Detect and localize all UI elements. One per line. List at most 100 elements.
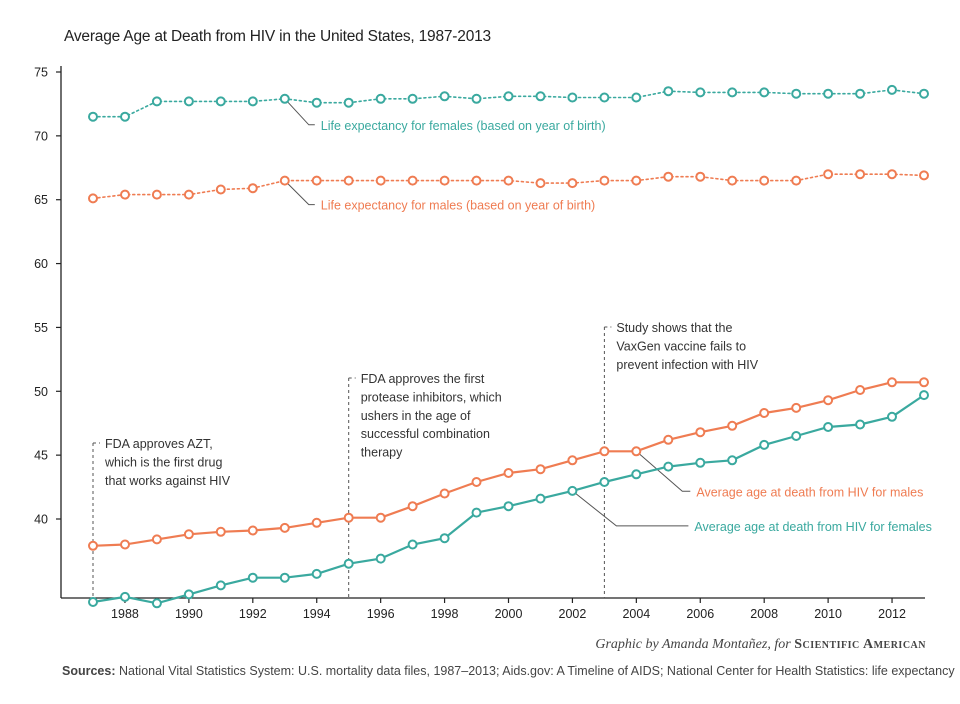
event-annotation-text: prevent infection with HIV — [616, 358, 758, 372]
x-tick-label: 2012 — [878, 607, 906, 621]
data-point — [919, 88, 929, 99]
data-point — [439, 175, 450, 186]
data-point — [279, 175, 290, 186]
data-point — [599, 446, 610, 457]
event-annotation-text: FDA approves the first — [361, 372, 485, 386]
data-point — [631, 175, 642, 186]
data-point — [887, 84, 897, 95]
credit-author: Graphic by Amanda Montañez, for — [595, 637, 795, 652]
data-point — [151, 189, 162, 200]
data-point — [663, 171, 674, 182]
y-tick-label: 55 — [34, 321, 48, 335]
data-point — [727, 455, 738, 466]
event-annotation-text: therapy — [361, 446, 403, 460]
sources-text: National Vital Statistics System: U.S. m… — [115, 664, 955, 678]
x-tick-label: 2000 — [495, 607, 523, 621]
data-point — [791, 88, 802, 99]
data-point — [855, 88, 866, 99]
data-point — [183, 589, 194, 600]
data-point — [663, 86, 674, 97]
data-point — [823, 422, 834, 432]
series-label-leaders — [284, 98, 691, 527]
data-point — [855, 419, 866, 430]
data-point — [919, 390, 929, 401]
data-point — [663, 461, 674, 472]
label-leader-line — [284, 180, 315, 206]
data-point — [823, 88, 834, 99]
y-tick-label: 50 — [34, 385, 48, 399]
data-point — [695, 171, 706, 182]
y-tick-label: 60 — [34, 257, 48, 271]
data-point — [791, 175, 802, 186]
data-point — [183, 529, 194, 540]
series-labels: Life expectancy for females (based on ye… — [321, 119, 932, 534]
series-le_male — [88, 169, 929, 204]
data-point — [375, 93, 386, 104]
data-point — [311, 517, 322, 528]
data-point — [727, 175, 738, 186]
x-tick-label: 2010 — [814, 607, 842, 621]
data-point — [471, 507, 482, 518]
series-label: Life expectancy for males (based on year… — [321, 199, 595, 213]
data-point — [439, 91, 450, 102]
sources-note: Sources: National Vital Statistics Syste… — [62, 664, 955, 678]
data-point — [631, 446, 642, 457]
data-point — [759, 175, 770, 186]
data-point — [407, 539, 418, 550]
data-point — [120, 111, 130, 122]
data-point — [407, 175, 418, 186]
data-point — [567, 178, 578, 189]
data-point — [247, 572, 258, 583]
data-point — [215, 184, 226, 195]
data-point — [247, 96, 258, 107]
data-point — [471, 93, 482, 104]
data-point — [215, 580, 226, 591]
data-point — [471, 175, 482, 186]
x-axis: 1988 1990 1992 1994 1996 1998 2000 2002 2004 2006… — [61, 597, 925, 621]
data-point — [151, 96, 162, 107]
data-point — [823, 395, 834, 406]
data-point — [855, 385, 866, 395]
data-point — [88, 540, 98, 551]
data-point — [631, 469, 642, 480]
data-point — [727, 87, 738, 98]
x-tick-label: 1990 — [175, 607, 203, 621]
data-point — [247, 525, 258, 536]
series-hiv_male — [88, 377, 929, 551]
data-point — [503, 175, 514, 186]
event-annotation-text: successful combination — [361, 427, 490, 441]
data-point — [695, 427, 706, 438]
data-point — [599, 92, 610, 103]
y-tick-label: 45 — [34, 449, 48, 463]
data-point — [120, 591, 130, 602]
data-point — [791, 402, 802, 413]
data-point — [599, 477, 610, 487]
data-point — [151, 598, 162, 609]
data-point — [183, 96, 194, 107]
data-point — [887, 411, 897, 422]
data-point — [503, 91, 514, 102]
data-point — [631, 92, 642, 103]
data-point — [311, 568, 322, 579]
data-point — [599, 175, 610, 186]
series-label: Average age at death from HIV for males — [696, 485, 923, 499]
data-point — [535, 493, 546, 504]
y-tick-label: 65 — [34, 193, 48, 207]
label-leader-line — [284, 98, 315, 126]
data-point — [535, 464, 546, 475]
x-tick-label: 1998 — [431, 607, 459, 621]
chart-title: Average Age at Death from HIV in the Uni… — [64, 28, 491, 45]
data-point — [823, 169, 834, 180]
data-point — [887, 377, 897, 388]
data-point — [503, 501, 514, 512]
y-axis: 40 45 50 55 60 65 70 75 — [34, 66, 62, 598]
series-le_female — [88, 84, 929, 122]
series-hiv_female — [88, 390, 929, 609]
x-tick-label: 1992 — [239, 607, 267, 621]
data-point — [759, 439, 770, 450]
data-point — [343, 175, 354, 186]
data-point — [567, 485, 578, 496]
data-point — [695, 87, 706, 98]
data-point — [88, 193, 98, 204]
